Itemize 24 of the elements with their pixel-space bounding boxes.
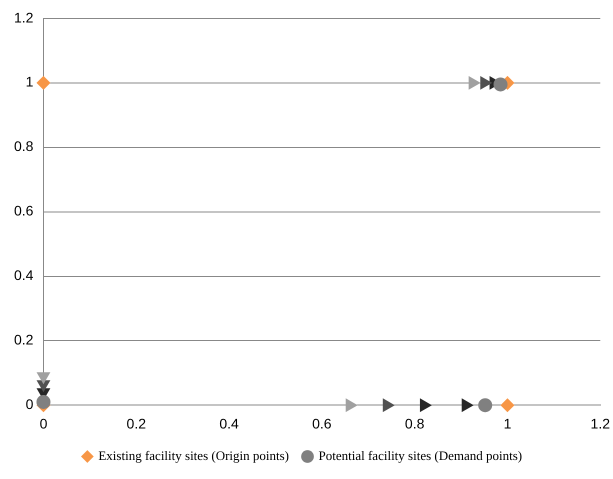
point [480, 76, 492, 90]
x-tick-label: 0.6 [312, 415, 332, 432]
y-tick-label: 0.2 [14, 332, 34, 348]
point [346, 398, 358, 412]
x-tick-label: 0.2 [126, 415, 146, 432]
point [36, 76, 50, 90]
y-tick-label: 0.6 [14, 202, 34, 219]
y-tick-label: 0.8 [14, 138, 34, 154]
point [468, 76, 481, 90]
point [420, 398, 432, 412]
x-tick-label: 0.4 [219, 415, 240, 432]
x-tick-label: 0 [40, 415, 48, 432]
legend-label: Existing facility sites (Origin points) [98, 448, 290, 463]
point [462, 398, 474, 412]
y-tick-label: 1 [26, 74, 34, 90]
x-tick-label: 1 [504, 415, 512, 432]
x-tick-label: 0.8 [404, 415, 425, 432]
y-tick-label: 0 [26, 396, 34, 412]
y-tick-label: 1.2 [14, 9, 34, 26]
x-tick-label: 1.2 [590, 415, 610, 432]
y-tick-label: 0.4 [14, 267, 34, 284]
point [382, 398, 395, 412]
legend-label: Potential facility sites (Demand points) [318, 448, 522, 463]
point [36, 394, 50, 409]
